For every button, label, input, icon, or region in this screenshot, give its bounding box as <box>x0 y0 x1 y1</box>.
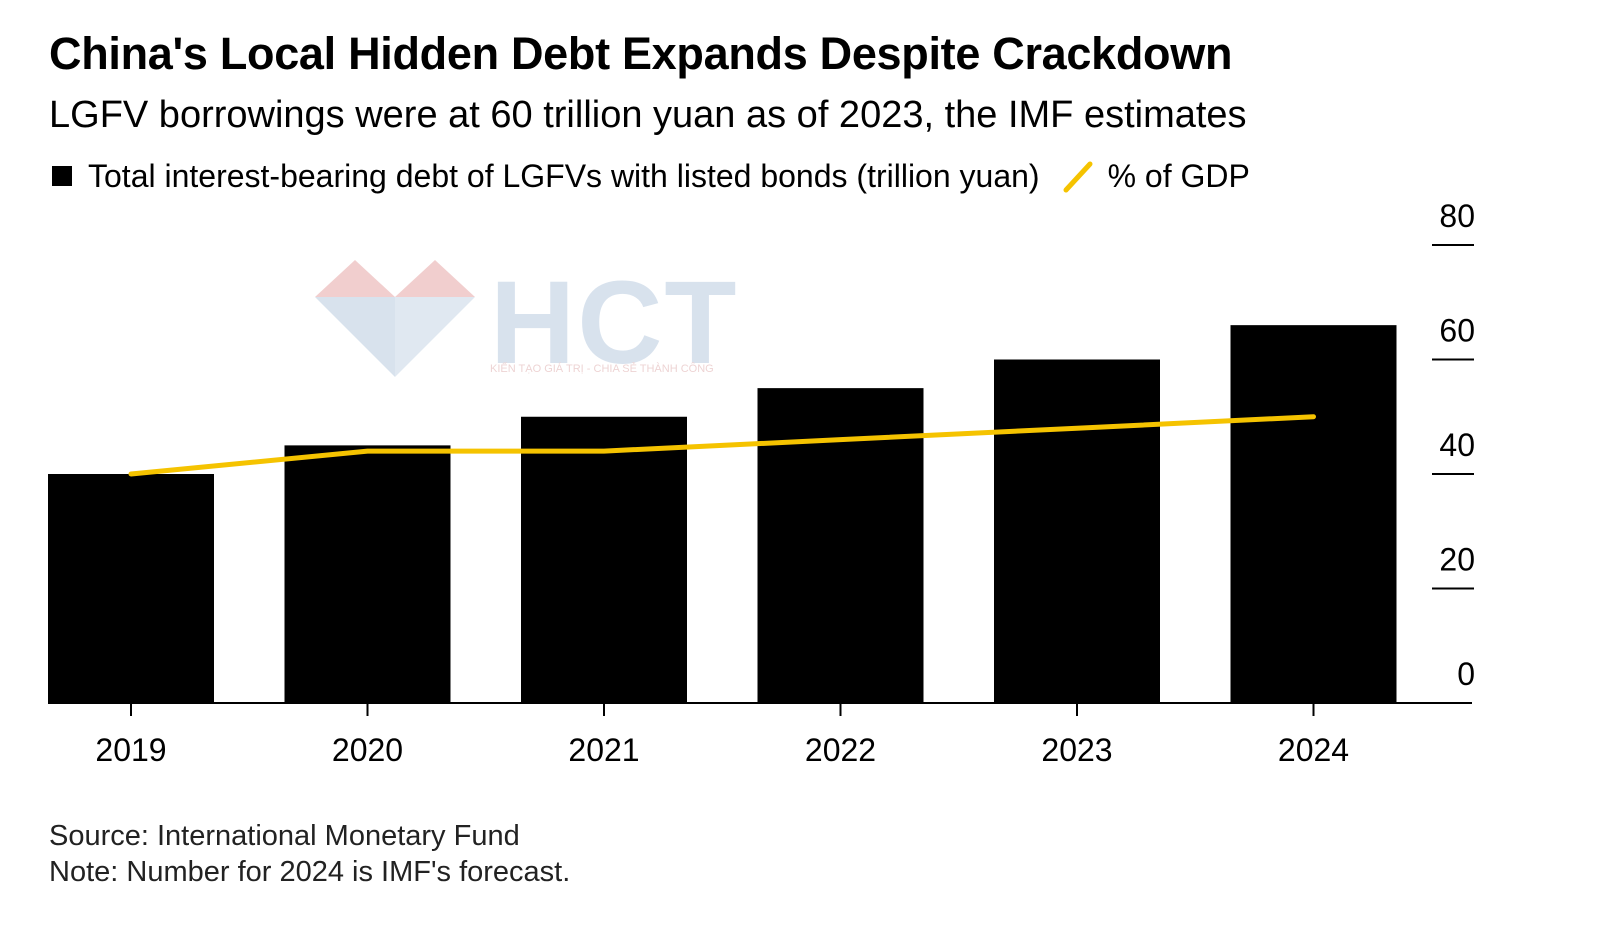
bar-2024 <box>1231 325 1397 703</box>
forecast-note: Note: Number for 2024 is IMF's forecast. <box>49 854 570 890</box>
x-tick-label: 2022 <box>805 732 876 768</box>
x-tick-label: 2021 <box>568 732 639 768</box>
x-tick-label: 2019 <box>95 732 166 768</box>
y-tick-label: 0 <box>1457 656 1475 692</box>
bar-2020 <box>285 445 451 703</box>
bar-2023 <box>994 360 1160 704</box>
bar-2019 <box>48 474 214 703</box>
y-tick-label: 20 <box>1439 542 1475 578</box>
footer: Source: International Monetary Fund Note… <box>49 818 570 890</box>
x-tick-label: 2024 <box>1278 732 1349 768</box>
y-tick-label: 80 <box>1439 198 1475 234</box>
source-note: Source: International Monetary Fund <box>49 818 570 854</box>
y-tick-label: 40 <box>1439 427 1475 463</box>
x-tick-label: 2020 <box>332 732 403 768</box>
y-tick-label: 60 <box>1439 313 1475 349</box>
bar-2021 <box>521 417 687 703</box>
x-tick-label: 2023 <box>1041 732 1112 768</box>
